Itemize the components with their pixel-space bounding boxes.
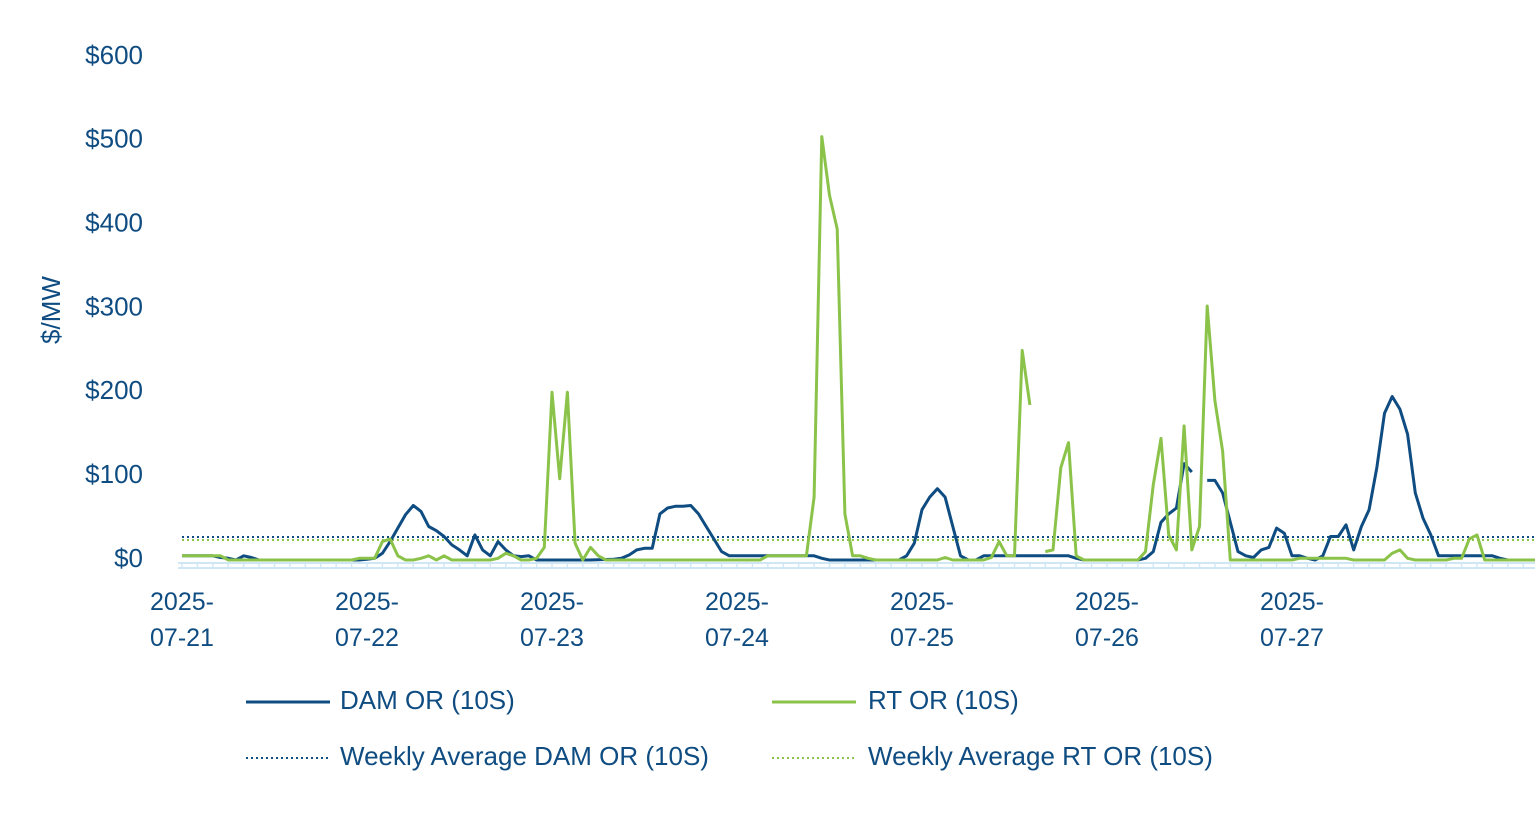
y-tick-label: $300 (85, 291, 143, 321)
legend-label: Weekly Average DAM OR (10S) (340, 741, 709, 771)
y-tick-label: $200 (85, 375, 143, 405)
series-line (182, 395, 1535, 562)
y-tick-label: $600 (85, 40, 143, 70)
legend-label: RT OR (10S) (868, 685, 1019, 715)
x-tick-label: 2025-07-21 (150, 588, 214, 652)
x-axis-ticks: 2025-07-21 2025-07-22 2025-07-23 2025-07-24… (150, 588, 1324, 652)
legend-label: Weekly Average RT OR (10S) (868, 741, 1213, 771)
x-tick-label: 2025-07-27 (1260, 588, 1324, 652)
average-lines (182, 536, 1535, 542)
x-tick-label: 2025-07-24 (705, 588, 769, 652)
series-line (182, 135, 1535, 562)
x-tick-label: 2025-07-25 (890, 588, 954, 652)
y-tick-label: $100 (85, 459, 143, 489)
y-tick-label: $0 (114, 543, 143, 573)
x-tick-label: 2025-07-23 (520, 588, 584, 652)
y-tick-label: $500 (85, 124, 143, 154)
x-tick-label: 2025-07-22 (335, 588, 399, 652)
legend: DAM OR (10S) RT OR (10S) Weekly Average DA… (246, 685, 1213, 771)
x-tick-label: 2025-07-26 (1075, 588, 1139, 652)
y-tick-label: $400 (85, 208, 143, 238)
y-axis-ticks: $0 $100 $200 $300 $400 $500 $600 (85, 40, 143, 573)
x-axis-band (178, 562, 1535, 569)
series-lines (182, 135, 1535, 562)
y-axis-label: $/MW (36, 276, 66, 344)
legend-label: DAM OR (10S) (340, 685, 515, 715)
